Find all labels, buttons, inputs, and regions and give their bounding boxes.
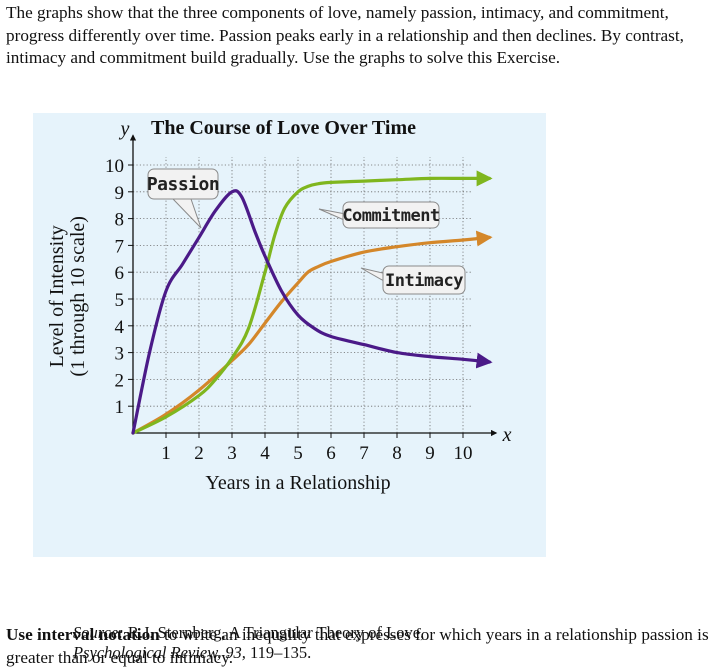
x-tick-label: 10	[454, 443, 473, 464]
x-tick-label: 9	[425, 443, 435, 464]
series-line-passion	[131, 189, 493, 435]
x-tick-label: 8	[392, 443, 402, 464]
x-tick-label: 5	[293, 443, 303, 464]
callout-box-commitment	[342, 201, 440, 229]
chart-figure: 1 2 3 4 5 6 7 8 9 10 1 2 3 4 5 6 7 8 9 10 y x The Course of Lo…	[33, 113, 546, 662]
love-chart: 1 2 3 4 5 6 7 8 9 10 1 2 3 4 5 6 7 8 9 10 y x The Course of Lo…	[46, 117, 512, 494]
x-tick-label: 4	[260, 443, 270, 464]
y-axis-label-line2: (1 through 10 scale)	[67, 216, 89, 377]
callout-label-commitment: Commitment	[342, 206, 439, 226]
source-label: Source:	[73, 623, 124, 642]
intro-text: The graphs show that the three component…	[6, 3, 684, 68]
callout-label-passion: Passion	[147, 174, 219, 195]
source-journal: Psychological Review, 93,	[73, 643, 246, 662]
chart-source: Source: R.J. Sternberg, A Triangular The…	[73, 623, 424, 663]
question-rest: to write an inequality that expresses fo…	[6, 625, 709, 667]
source-text: R.J. Sternberg, A Triangular Theory of L…	[123, 623, 425, 642]
callout-label-intimacy: Intimacy	[385, 271, 463, 291]
x-tick-label: 7	[359, 443, 369, 464]
y-tick-label: 6	[115, 263, 125, 284]
y-tick-label: 5	[115, 290, 125, 311]
chart-title: The Course of Love Over Time	[151, 117, 416, 139]
y-tick-label: 1	[115, 397, 125, 418]
y-tick-label: 10	[105, 156, 124, 177]
y-axis-letter: y	[119, 118, 130, 140]
x-axis-letter: x	[502, 424, 512, 446]
y-axis-label-line1: Level of Intensity	[46, 225, 68, 367]
x-tick-label: 1	[161, 443, 171, 464]
x-axis-label: Years in a Relationship	[205, 472, 390, 494]
y-tick-label: 3	[115, 344, 125, 365]
x-tick-label: 6	[326, 443, 336, 464]
callout-box-passion	[147, 168, 219, 200]
question-bold: Use interval notation	[6, 625, 160, 644]
series-line-commitment	[131, 170, 493, 435]
y-tick-label: 2	[115, 370, 125, 391]
y-tick-label: 4	[115, 317, 125, 338]
callout-pointer-passion	[171, 198, 202, 229]
x-tick-label: 3	[227, 443, 237, 464]
series-line-intimacy	[131, 230, 493, 435]
y-tick-label: 7	[115, 236, 125, 257]
y-tick-label: 8	[115, 210, 125, 231]
source-pages: 119–135.	[245, 643, 312, 662]
y-tick-label: 9	[115, 183, 125, 204]
x-tick-label: 2	[194, 443, 204, 464]
callout-box-intimacy	[382, 265, 466, 295]
question-text: Use interval notation to write an inequa…	[6, 624, 718, 669]
